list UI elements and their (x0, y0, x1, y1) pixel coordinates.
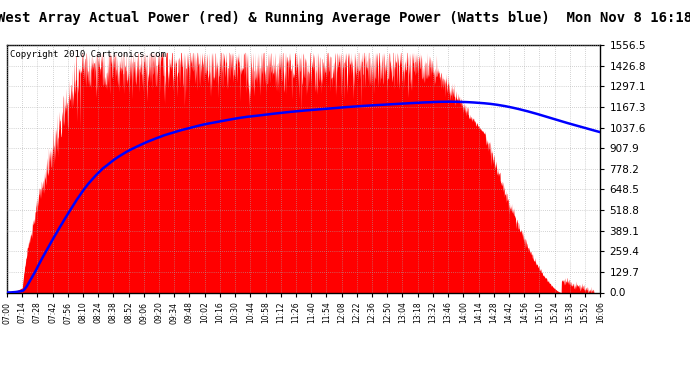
Text: West Array Actual Power (red) & Running Average Power (Watts blue)  Mon Nov 8 16: West Array Actual Power (red) & Running … (0, 11, 690, 26)
Text: Copyright 2010 Cartronics.com: Copyright 2010 Cartronics.com (10, 50, 166, 59)
